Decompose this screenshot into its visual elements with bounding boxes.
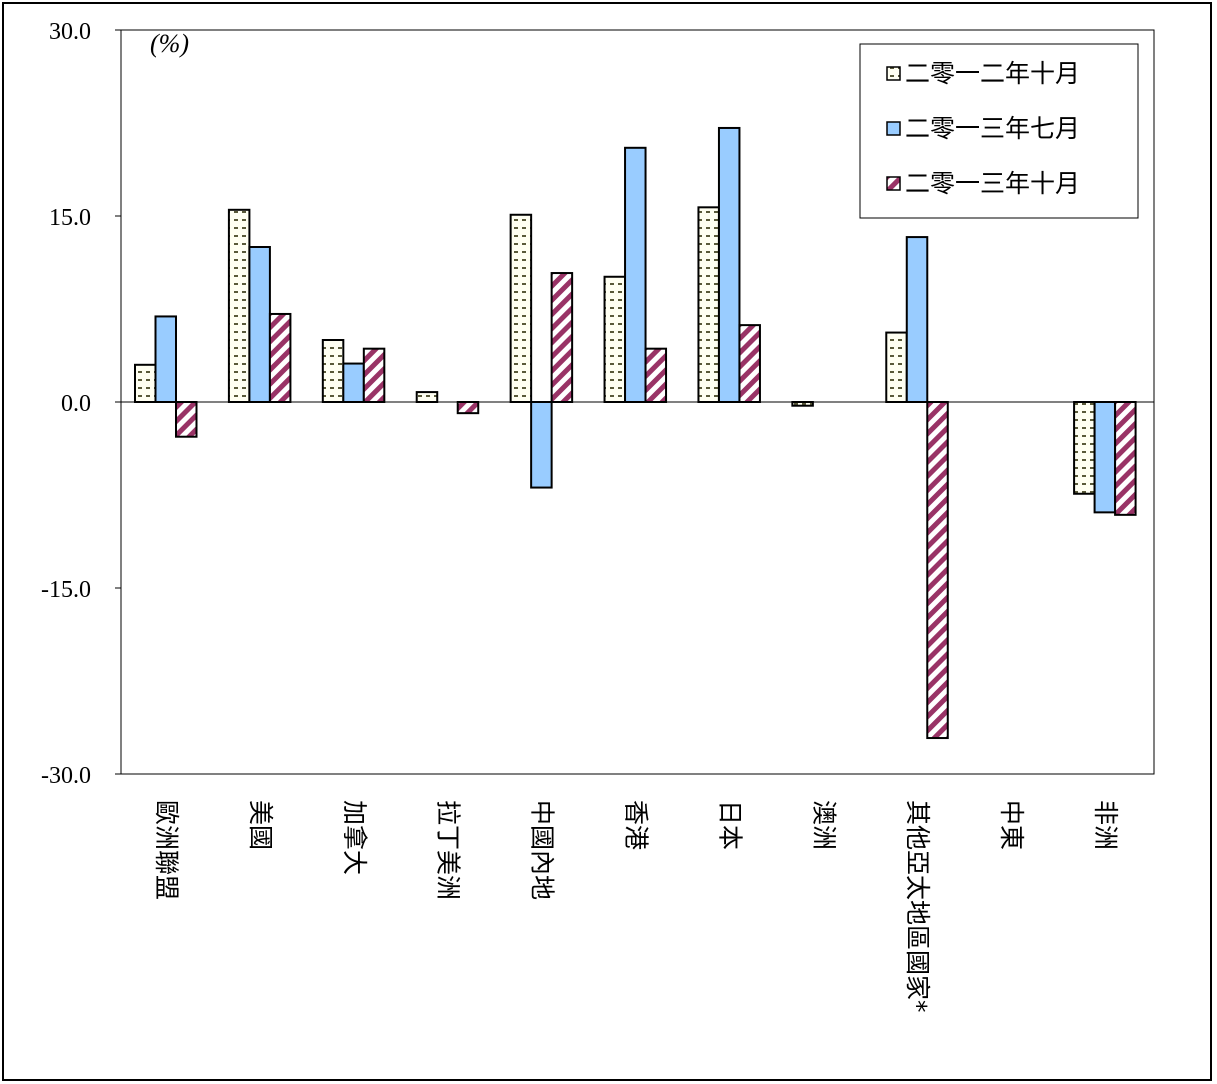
category-label: 加拿大 xyxy=(340,800,369,875)
bar-1 xyxy=(1073,401,1096,495)
bar-2 xyxy=(905,236,929,403)
bar-2 xyxy=(530,401,553,489)
legend-box xyxy=(859,43,1139,219)
bar-3 xyxy=(268,312,292,403)
bar-2 xyxy=(624,146,647,403)
bar-2 xyxy=(1093,401,1117,514)
bar-1 xyxy=(227,208,251,403)
y-tick-label: 15.0 xyxy=(49,205,91,231)
category-label: 其他亞太地區國家* xyxy=(903,800,932,1013)
bar-2 xyxy=(717,126,741,404)
legend-label: 二零一二年十月 xyxy=(905,59,1080,88)
bar-3 xyxy=(926,401,949,740)
y-axis-unit-label: (%) xyxy=(150,29,189,58)
bar-1 xyxy=(134,363,157,403)
category-label: 澳洲 xyxy=(809,800,838,850)
category-label: 拉丁美洲 xyxy=(434,800,463,900)
bar-1 xyxy=(885,331,908,403)
y-tick-label: 0.0 xyxy=(61,391,91,417)
legend-label: 二零一三年七月 xyxy=(905,114,1080,143)
category-label: 非洲 xyxy=(1091,800,1120,850)
bar-3 xyxy=(738,324,761,403)
legend-label: 二零一三年十月 xyxy=(905,169,1080,198)
category-label: 歐洲聯盟 xyxy=(152,800,181,900)
y-tick-label: -30.0 xyxy=(41,763,91,789)
y-tick-label: 30.0 xyxy=(49,19,91,45)
bar-1 xyxy=(415,391,439,403)
bar-3 xyxy=(550,272,574,404)
category-label: 日本 xyxy=(715,800,744,850)
bar-3 xyxy=(456,401,480,415)
category-label: 中國內地 xyxy=(528,800,557,900)
bar-2 xyxy=(248,246,271,403)
legend-swatch xyxy=(886,176,901,191)
bar-2 xyxy=(342,362,365,403)
bar-marks xyxy=(134,126,1137,740)
category-label: 美國 xyxy=(246,800,275,850)
bar-1 xyxy=(321,339,345,403)
bar-3 xyxy=(362,347,386,403)
legend-swatch xyxy=(886,121,901,136)
bar-3 xyxy=(644,347,668,403)
y-tick-label: -15.0 xyxy=(41,577,91,603)
category-label: 香港 xyxy=(622,800,651,850)
category-label: 中東 xyxy=(997,800,1026,850)
bar-1 xyxy=(603,275,627,404)
legend-swatch xyxy=(886,66,901,81)
bar-3 xyxy=(175,401,198,438)
y-axis-ticks: 30.0 15.0 0.0 -15.0 -30.0 xyxy=(41,19,121,789)
bar-1 xyxy=(509,213,533,403)
bar-2 xyxy=(154,315,177,403)
bar-1 xyxy=(697,206,720,403)
bar-1 xyxy=(791,401,814,407)
bar-3 xyxy=(1114,401,1137,516)
category-labels: 歐洲聯盟 美國 加拿大 拉丁美洲 中國內地 香港 日本 澳洲 其他亞太地區國家* 中東 非洲 xyxy=(152,800,1120,1013)
